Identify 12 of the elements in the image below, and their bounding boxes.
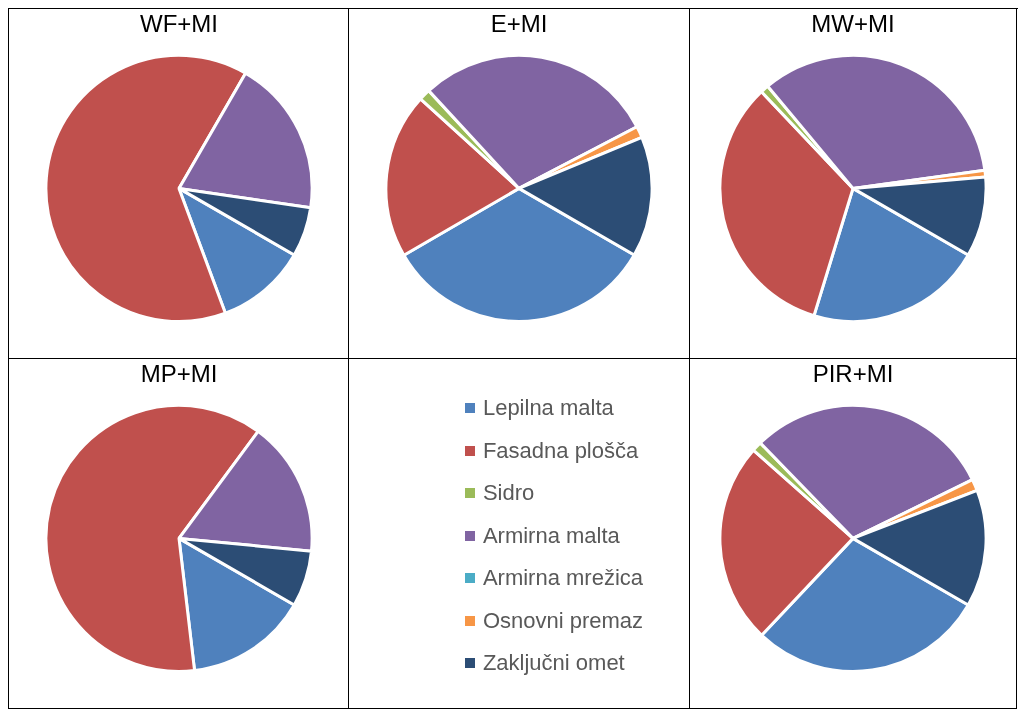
legend-label: Armirna malta [482, 522, 620, 549]
chart-title: PIR+MI [812, 360, 894, 388]
legend-label: Lepilna malta [482, 395, 614, 422]
chart-title: MW+MI [811, 10, 895, 38]
legend-label: Osnovni premaz [482, 607, 644, 634]
legend-label: Sidro [482, 480, 535, 507]
chart-title: E+MI [490, 10, 548, 38]
chart-title: MP+MI [140, 360, 217, 388]
legend-label: Fasadna plošča [482, 437, 639, 464]
chart-title: WF+MI [139, 10, 218, 38]
legend-label: Armirna mrežica [482, 565, 644, 592]
legend-label: Zaključni omet [482, 650, 625, 677]
